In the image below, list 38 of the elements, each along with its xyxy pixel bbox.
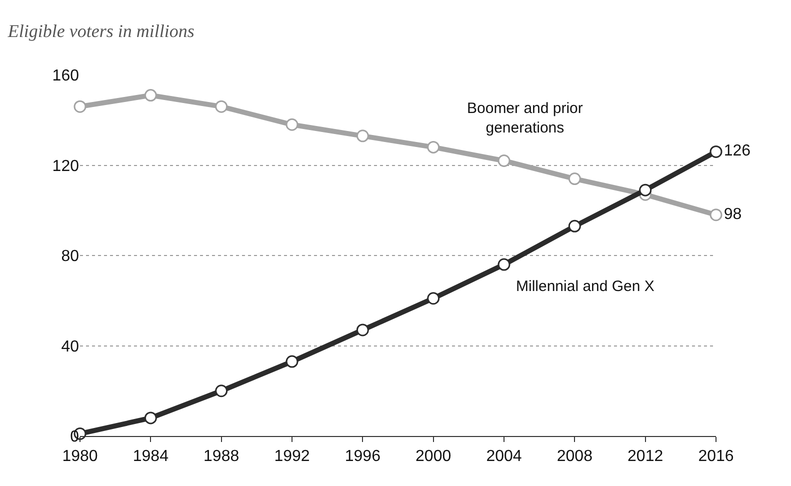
data-label: 98 bbox=[724, 206, 742, 223]
point bbox=[568, 172, 581, 186]
x-tick-label: 1984 bbox=[132, 448, 169, 466]
point bbox=[710, 208, 722, 222]
y-tick-label: 120 bbox=[52, 158, 80, 175]
x-tick-label: 1996 bbox=[344, 448, 381, 466]
y-tick-label: 80 bbox=[61, 248, 80, 266]
y-tick-label: 0 bbox=[70, 428, 80, 446]
y-tick-label: 40 bbox=[61, 338, 80, 356]
chart-title: Eligible voters in millions bbox=[6, 20, 194, 41]
point bbox=[356, 130, 369, 142]
point bbox=[427, 292, 440, 305]
x-tick-label: 1992 bbox=[274, 448, 310, 466]
point bbox=[639, 184, 652, 196]
point bbox=[427, 140, 440, 154]
x-tick-label: 2016 bbox=[698, 448, 734, 466]
point bbox=[356, 324, 369, 336]
point bbox=[286, 118, 298, 131]
x-tick-label: 1988 bbox=[204, 448, 240, 466]
point bbox=[74, 100, 86, 113]
point bbox=[215, 100, 228, 113]
point bbox=[710, 145, 722, 158]
series-label: Boomer and prior generations bbox=[467, 100, 583, 136]
data-label: 126 bbox=[724, 142, 751, 160]
x-tick-label: 2012 bbox=[628, 448, 664, 466]
x-tick-label: 2004 bbox=[486, 448, 522, 466]
point bbox=[144, 89, 157, 102]
x-tick-label: 1980 bbox=[62, 448, 98, 466]
point bbox=[498, 258, 510, 271]
x-tick-label: 2008 bbox=[556, 448, 593, 466]
point bbox=[568, 220, 581, 232]
point bbox=[144, 412, 157, 424]
x-tick-label: 2000 bbox=[416, 448, 452, 466]
point bbox=[286, 355, 298, 368]
series-label: Millennial and Gen X bbox=[516, 278, 654, 295]
y-tick-label: 160 bbox=[52, 68, 80, 85]
point bbox=[215, 384, 228, 398]
point bbox=[498, 154, 510, 167]
